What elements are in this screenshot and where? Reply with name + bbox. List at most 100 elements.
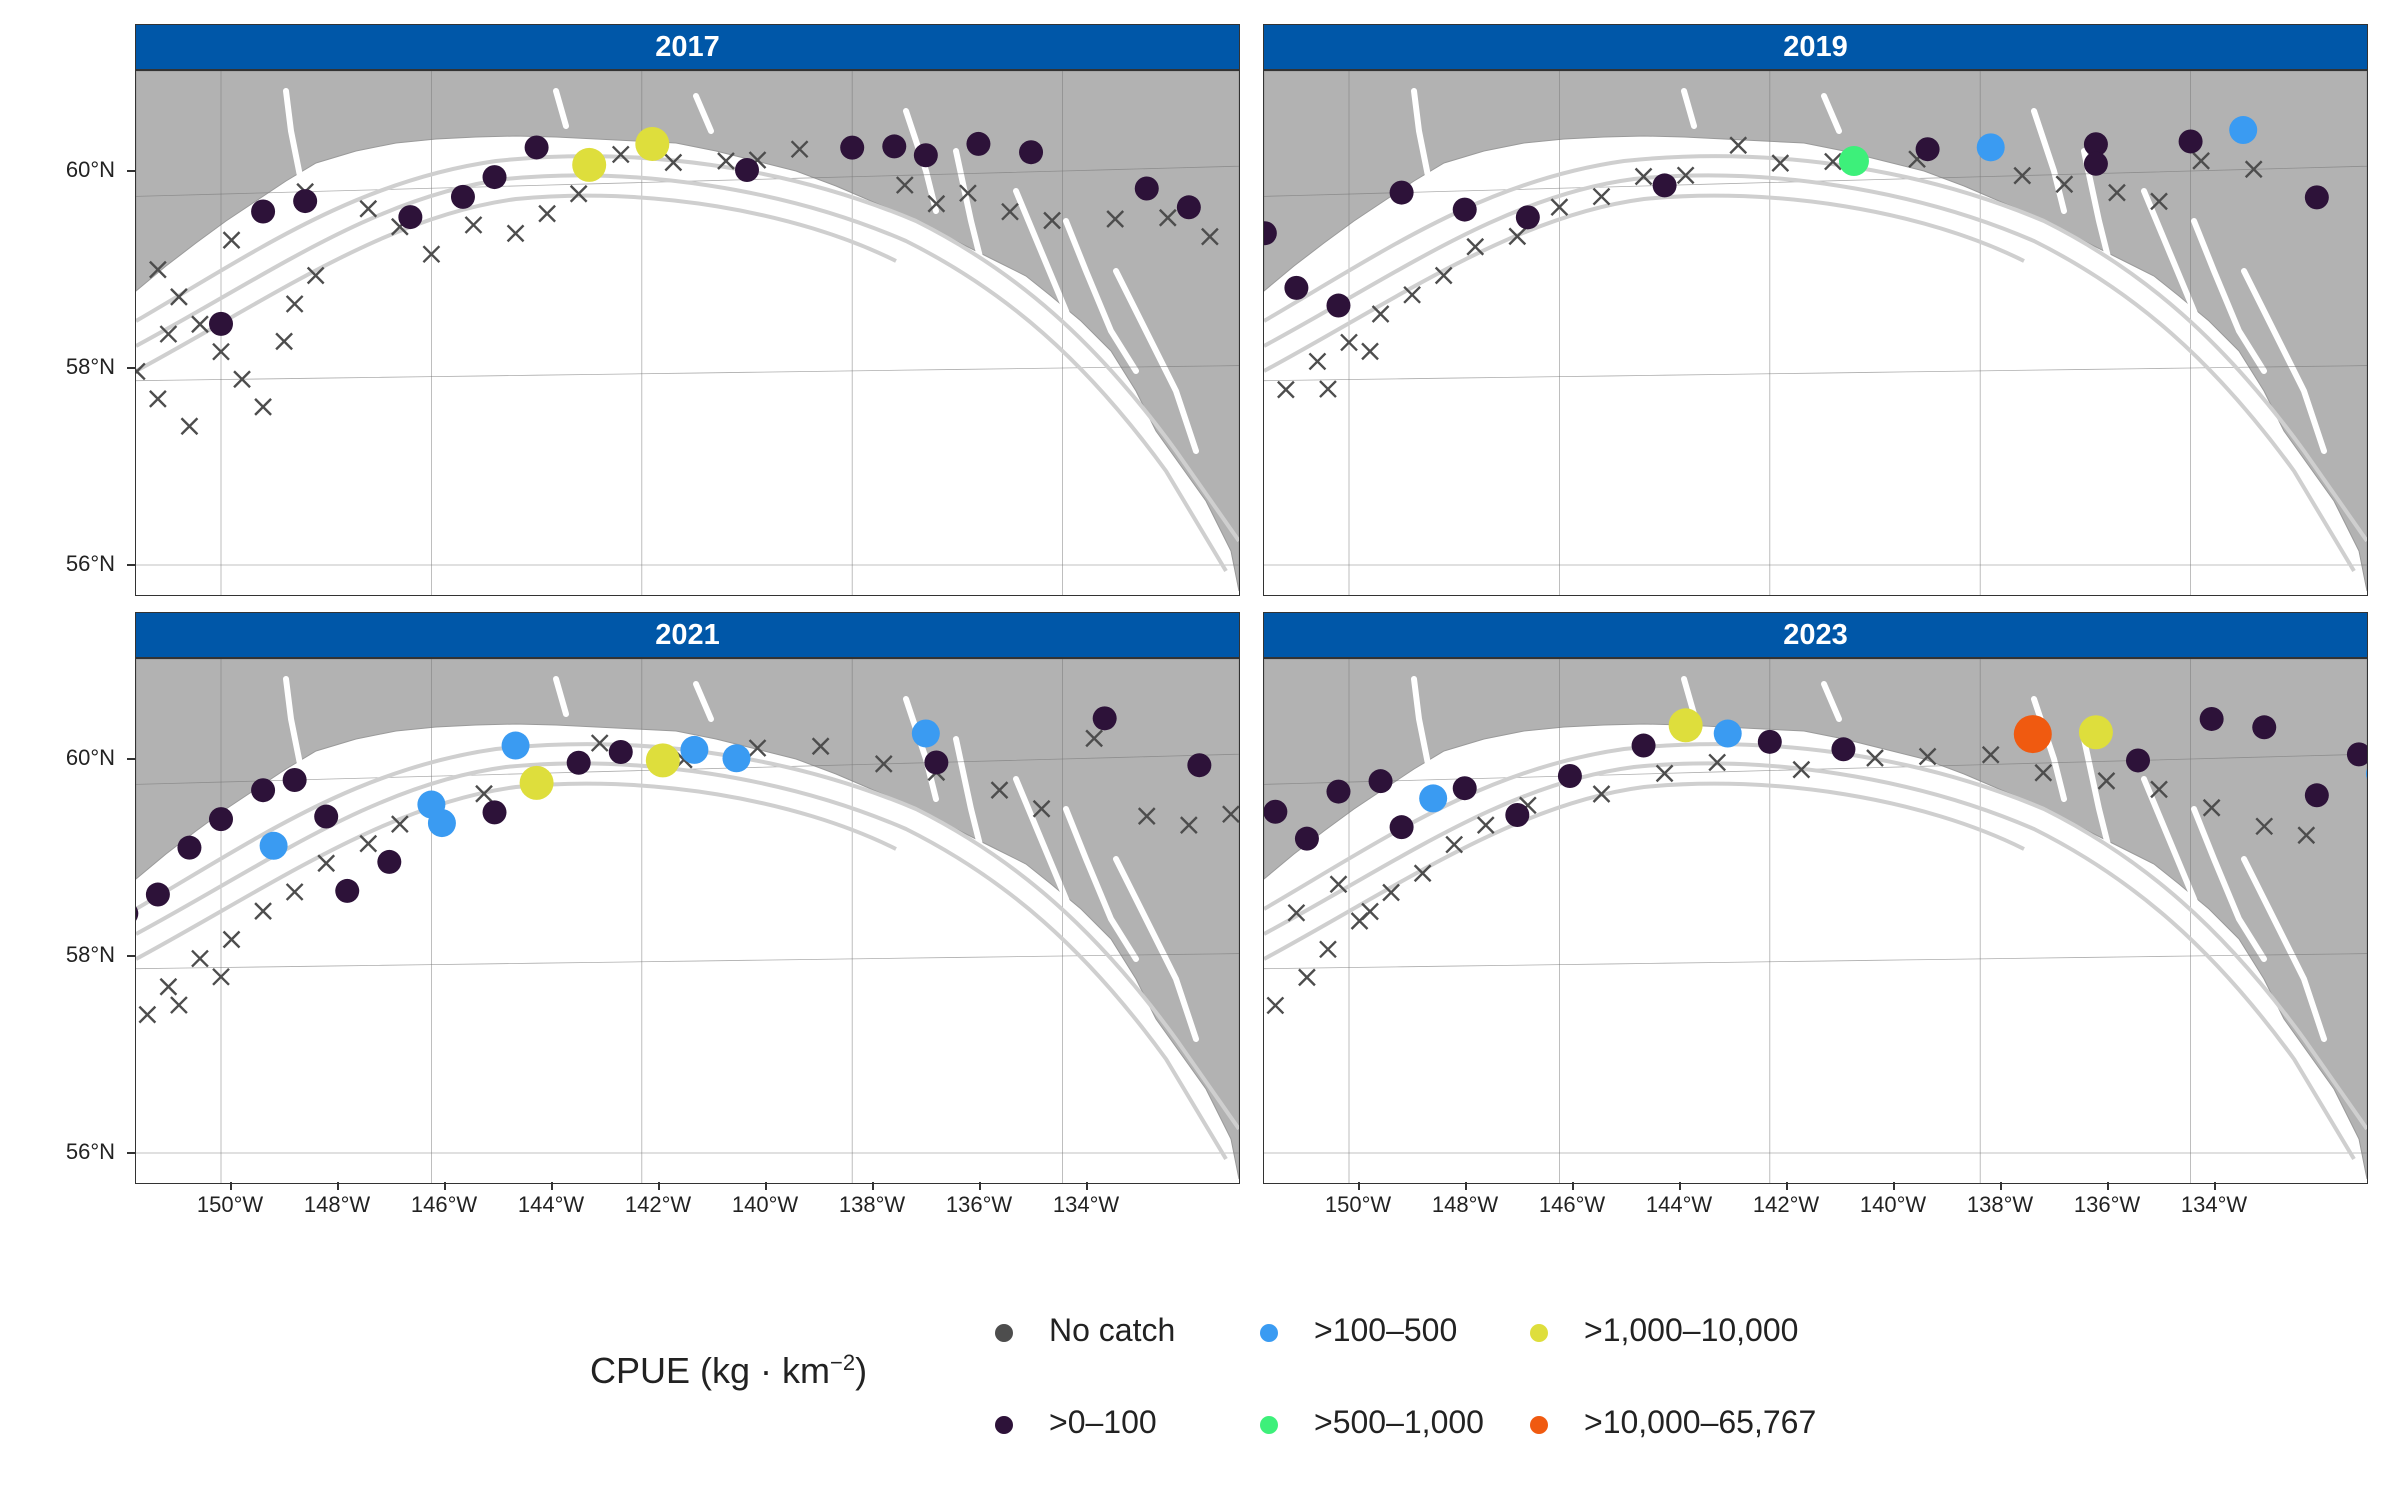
map-svg xyxy=(1264,659,2367,1183)
facet-panel-2019: 2019 xyxy=(1263,24,2368,596)
no-catch-marker xyxy=(1298,968,1316,987)
catch-point xyxy=(608,740,633,765)
no-catch-marker xyxy=(170,996,188,1014)
no-catch-marker xyxy=(1918,747,1937,766)
no-catch-marker xyxy=(159,325,178,343)
catch-point xyxy=(1757,729,1782,754)
parallel xyxy=(1264,365,2367,382)
no-catch-marker xyxy=(1032,799,1051,818)
no-catch-marker xyxy=(159,977,178,996)
inlet xyxy=(1411,676,1432,772)
survey-strata xyxy=(136,781,897,961)
catch-point xyxy=(1019,140,1044,165)
no-catch-marker xyxy=(306,266,325,285)
x-tick-label: 144°W xyxy=(517,1192,585,1217)
legend-item-10000-plus: >10,000–65,767 xyxy=(1530,1402,1816,1442)
catch-point xyxy=(2346,742,2367,767)
y-tick xyxy=(127,170,135,172)
no-catch-marker xyxy=(2192,152,2210,170)
no-catch-marker xyxy=(1708,753,1727,772)
catch-point xyxy=(645,743,680,778)
catch-point xyxy=(1631,733,1656,758)
survey-strata xyxy=(136,173,1228,573)
parallel xyxy=(136,753,1239,785)
no-catch-marker xyxy=(2244,160,2263,179)
catch-point xyxy=(1976,133,2005,162)
no-catch-marker xyxy=(748,739,767,757)
inlet xyxy=(953,736,999,922)
facet-panel-2017: 2017 xyxy=(135,24,1240,596)
x-tick-label: 136°W xyxy=(945,1192,1013,1217)
y-tick xyxy=(127,367,135,369)
catch-point xyxy=(1915,137,1940,162)
legend-title: CPUE (kg · km−2) xyxy=(590,1350,868,1391)
no-catch-marker xyxy=(811,737,830,756)
no-catch-marker xyxy=(2108,183,2126,202)
inlet xyxy=(693,681,714,722)
legend-swatch xyxy=(1530,1323,1548,1342)
no-catch-marker xyxy=(1361,342,1379,361)
catch-point xyxy=(450,184,475,209)
inlet xyxy=(1063,806,1139,962)
legend-item-100-500: >100–500 xyxy=(1260,1310,1457,1350)
inlet xyxy=(2081,736,2127,922)
survey-strata xyxy=(1264,193,2025,373)
no-catch-marker xyxy=(1676,166,1695,185)
parallel xyxy=(136,953,1239,970)
no-catch-marker xyxy=(1792,760,1811,779)
catch-point xyxy=(1452,197,1477,222)
x-tick xyxy=(979,1182,981,1190)
x-tick xyxy=(2000,1182,2002,1190)
no-catch-marker xyxy=(927,194,946,213)
no-catch-marker xyxy=(569,184,588,203)
inlet xyxy=(1113,268,1199,454)
no-catch-marker xyxy=(1866,749,1884,767)
no-catch-marker xyxy=(1043,211,1061,230)
no-catch-marker xyxy=(464,216,483,234)
no-catch-marker xyxy=(2297,826,2316,845)
y-tick xyxy=(127,758,135,760)
catch-point xyxy=(282,768,307,793)
x-tick xyxy=(1358,1182,1360,1190)
catch-point xyxy=(1326,779,1351,804)
no-catch-marker xyxy=(1319,380,1337,398)
survey-strata xyxy=(136,761,1228,1161)
catch-point xyxy=(924,750,949,775)
parallel xyxy=(136,165,1239,197)
inlet xyxy=(553,88,569,129)
catch-point xyxy=(482,800,507,825)
parallel xyxy=(1264,165,2367,197)
y-tick-label: 56°N xyxy=(65,1139,115,1164)
no-catch-marker xyxy=(2150,192,2168,211)
legend-item-1000-10000: >1,000–10,000 xyxy=(1530,1310,1798,1350)
catch-point xyxy=(145,882,170,907)
no-catch-marker xyxy=(1158,208,1177,227)
no-catch-marker xyxy=(138,1005,157,1024)
no-catch-marker xyxy=(149,260,167,279)
inlet xyxy=(2191,218,2267,374)
catch-point xyxy=(1294,826,1319,851)
catch-point xyxy=(209,807,233,832)
catch-point xyxy=(882,134,907,159)
catch-point xyxy=(1515,205,1540,230)
catch-point xyxy=(501,731,530,760)
catch-point xyxy=(1419,784,1448,813)
y-tick xyxy=(127,1152,135,1154)
catch-point xyxy=(519,765,554,800)
no-catch-marker xyxy=(1634,167,1653,186)
catch-point xyxy=(482,165,507,190)
no-catch-marker xyxy=(1382,883,1400,902)
no-catch-marker xyxy=(1445,835,1464,854)
catch-point xyxy=(2013,715,2052,754)
catch-point xyxy=(427,809,456,838)
catch-point xyxy=(1557,763,1582,788)
catch-point xyxy=(2083,151,2108,176)
catch-point xyxy=(1264,799,1288,824)
inlet xyxy=(283,88,304,184)
catch-point xyxy=(2178,129,2203,154)
inlet xyxy=(2241,268,2327,454)
x-tick-label: 150°W xyxy=(1324,1192,1392,1217)
inlet xyxy=(693,93,714,134)
no-catch-marker xyxy=(390,815,409,833)
facet-panel-2023: 2023 xyxy=(1263,612,2368,1184)
